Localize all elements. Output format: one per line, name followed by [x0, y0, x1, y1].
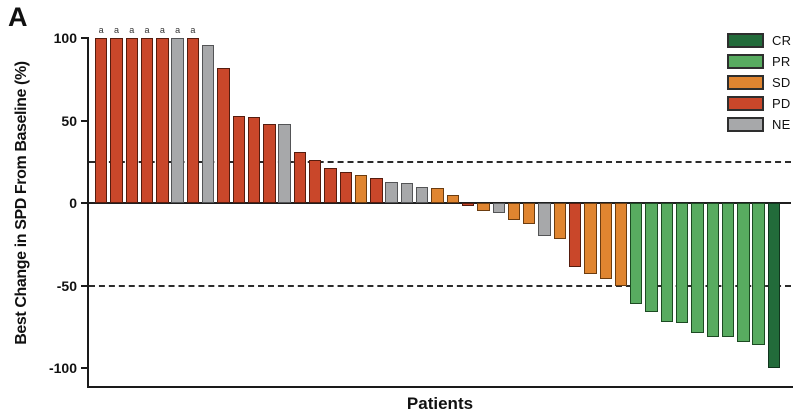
- legend-item-PD: PD: [727, 95, 791, 111]
- legend-swatch-PD: [727, 95, 764, 111]
- bar-patient-4: [140, 38, 154, 203]
- legend-label: PD: [772, 95, 791, 111]
- legend-item-NE: NE: [727, 116, 791, 132]
- footnote-marker: a: [175, 25, 181, 35]
- bar-patient-6: [171, 38, 184, 203]
- bar-patient-34: [599, 203, 612, 279]
- bar-patient-13: [278, 123, 291, 203]
- bar-patient-16: [324, 168, 337, 203]
- y-tick-mark: [81, 367, 88, 369]
- y-tick-mark: [81, 37, 88, 39]
- bar-patient-29: [523, 203, 536, 225]
- bar-patient-30: [538, 203, 551, 236]
- bar-patient-25: [461, 203, 475, 207]
- bar-patient-43: [737, 203, 750, 342]
- y-tick-mark: [81, 284, 88, 287]
- footnote-marker: a: [190, 25, 196, 35]
- zero-line: [89, 202, 791, 204]
- bar-patient-23: [431, 188, 444, 203]
- legend-item-PR: PR: [727, 53, 791, 69]
- bar-patient-17: [339, 171, 352, 203]
- bar-patient-32: [568, 203, 582, 268]
- dashed-reference-line--50: [89, 284, 791, 287]
- bar-patient-41: [706, 203, 719, 337]
- bar-patient-14: [293, 151, 307, 203]
- y-tick-label: 100: [53, 30, 77, 46]
- bar-patient-28: [507, 203, 521, 220]
- legend-swatch-CR: [727, 32, 764, 48]
- panel-label: A: [8, 2, 27, 32]
- bar-patient-44: [752, 203, 765, 345]
- footnote-marker: a: [98, 25, 104, 35]
- bar-patient-27: [492, 203, 505, 213]
- footnote-marker: a: [159, 25, 165, 35]
- legend-label: NE: [772, 116, 791, 132]
- bar-patient-12: [263, 123, 276, 203]
- bar-patient-9: [217, 67, 230, 203]
- bar-patient-40: [691, 203, 704, 334]
- x-axis-title: Patients: [406, 394, 474, 413]
- legend-label: PR: [772, 53, 791, 69]
- x-axis-line: [87, 386, 793, 388]
- bar-patient-10: [232, 115, 245, 203]
- y-tick-mark: [81, 119, 88, 122]
- bar-patient-37: [645, 203, 658, 312]
- legend-swatch-NE: [727, 116, 764, 132]
- bar-patient-24: [446, 194, 460, 203]
- legend-item-SD: SD: [727, 74, 791, 90]
- y-tick-label: 50: [61, 112, 77, 129]
- bar-patient-19: [370, 178, 383, 203]
- y-tick-label: -50: [56, 277, 77, 294]
- footnote-marker: a: [129, 25, 135, 35]
- bar-patient-38: [660, 203, 674, 322]
- legend-swatch-PR: [727, 53, 764, 69]
- bar-patient-36: [630, 203, 643, 304]
- bar-patient-7: [186, 38, 200, 203]
- legend-label: SD: [772, 74, 791, 90]
- bar-patient-15: [309, 160, 322, 203]
- legend-item-CR: CR: [727, 32, 792, 48]
- dashed-reference-line-25: [89, 160, 791, 163]
- bar-patient-8: [202, 44, 215, 203]
- footnote-marker: a: [113, 25, 119, 35]
- bar-patient-45: [767, 203, 781, 368]
- bar-patient-26: [477, 203, 490, 212]
- y-tick-label: -100: [48, 360, 77, 376]
- bar-patient-22: [416, 186, 429, 203]
- footnote-marker: a: [144, 25, 150, 35]
- bar-patient-39: [675, 203, 689, 324]
- legend-label: CR: [772, 32, 792, 48]
- bar-patient-21: [400, 183, 414, 203]
- bar-patient-33: [584, 203, 597, 274]
- bar-patient-42: [721, 203, 735, 337]
- legend-swatch-SD: [727, 74, 764, 90]
- y-tick-mark: [81, 202, 88, 204]
- bar-patient-11: [247, 117, 261, 203]
- bar-patient-20: [385, 181, 398, 203]
- bar-patient-31: [553, 203, 567, 240]
- y-axis-line: [87, 37, 89, 388]
- bar-patient-3: [125, 38, 138, 203]
- bar-patient-2: [110, 38, 123, 203]
- legend: CR PR SD PD NE: [727, 32, 792, 138]
- bar-patient-1: [95, 38, 108, 203]
- bar-patient-35: [614, 203, 628, 286]
- y-tick-label: 0: [69, 195, 77, 211]
- bar-patient-5: [156, 38, 169, 203]
- bar-patient-18: [354, 174, 368, 203]
